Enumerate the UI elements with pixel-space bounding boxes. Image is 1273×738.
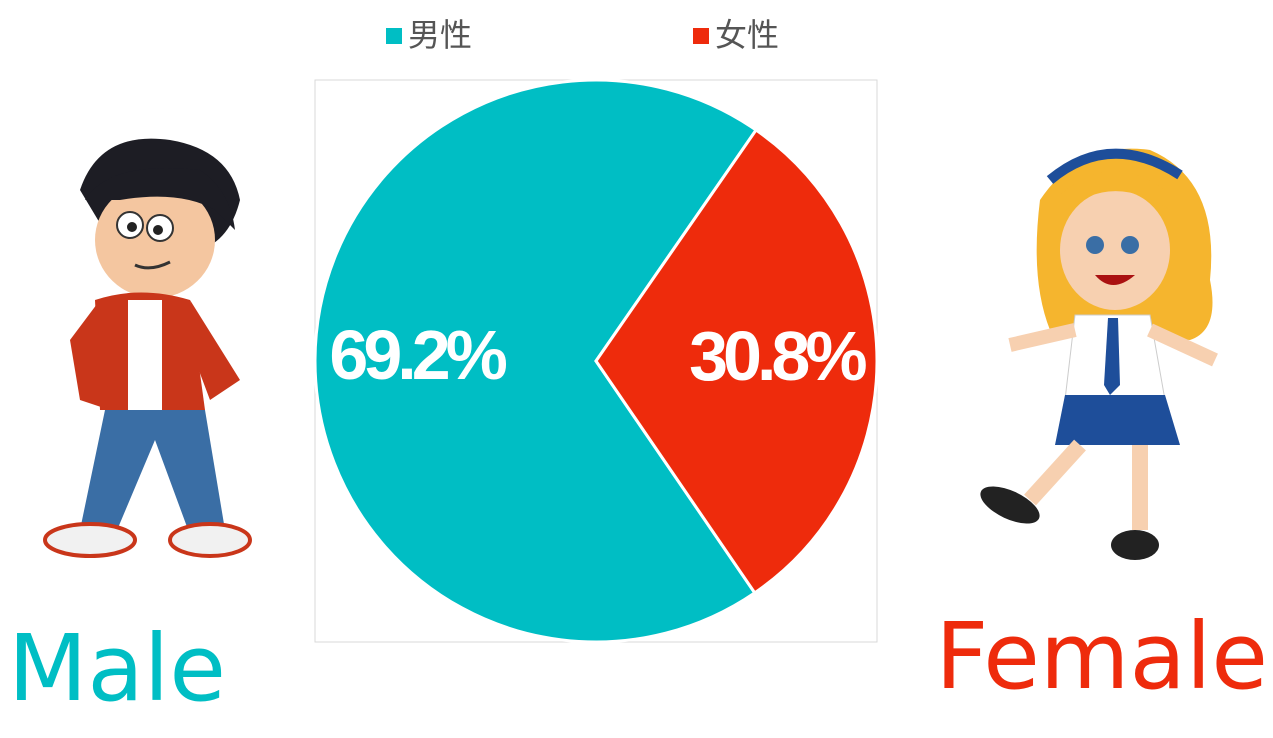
legend-label: 男性 (408, 16, 472, 54)
pie-slice (313, 78, 759, 644)
legend-swatch (693, 28, 709, 44)
data-label: 30.8% (689, 317, 866, 395)
data-label: 69.2% (329, 316, 506, 394)
legend-swatch (386, 28, 402, 44)
male-label: Male (8, 615, 226, 722)
pie-slice (594, 127, 879, 595)
boy-illustration (43, 138, 252, 558)
girl-illustration (980, 148, 1218, 560)
legend-label: 女性 (715, 16, 779, 54)
female-label: Female (935, 603, 1268, 710)
